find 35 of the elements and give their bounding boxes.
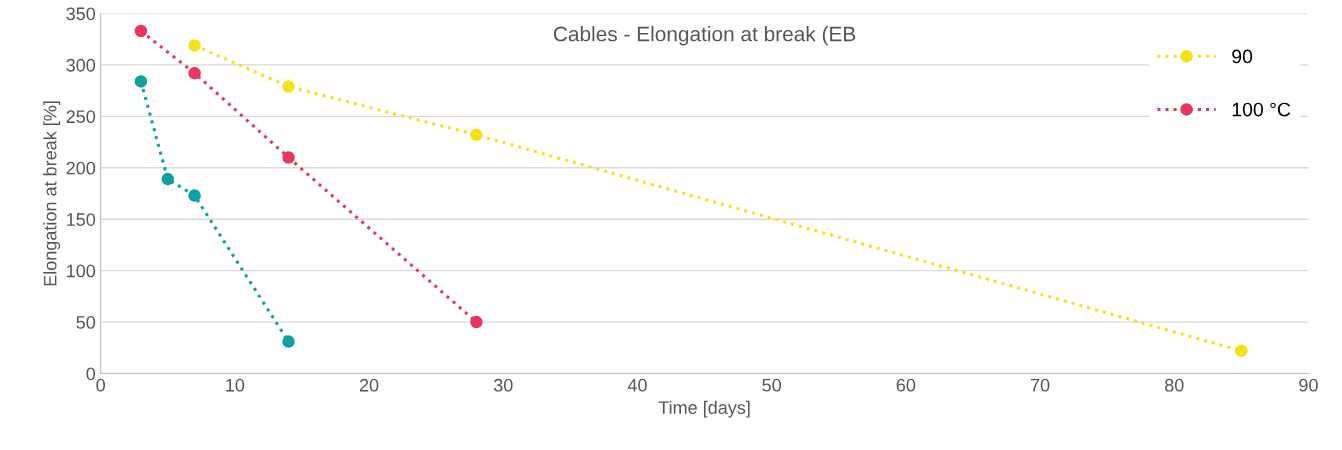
- point: [282, 151, 295, 164]
- point: [134, 24, 148, 38]
- y-tick-label: 50: [76, 316, 96, 329]
- point: [134, 75, 148, 88]
- legend-label: 90: [1232, 49, 1253, 64]
- y-tick-label: 250: [66, 110, 96, 124]
- legend-label: 100 °C: [1232, 102, 1291, 117]
- y-tick-label: 350: [66, 7, 96, 21]
- point: [470, 128, 483, 142]
- point: [1235, 344, 1248, 358]
- text: Cables - Elongation at break (EB: [553, 26, 856, 46]
- x-axis-title: Time [days]: [658, 400, 750, 418]
- point: [282, 80, 295, 93]
- y-tick-label: 200: [66, 161, 96, 175]
- point: [188, 189, 201, 202]
- x-tick-label: 10: [226, 378, 245, 392]
- x-tick-label: 30: [493, 378, 513, 392]
- x-tick-label: 40: [627, 378, 647, 392]
- x-tick-label: 90: [1299, 378, 1318, 392]
- point: [161, 172, 175, 186]
- point: [282, 335, 295, 348]
- x-tick-label: 60: [896, 378, 916, 392]
- x-tick-label: 50: [762, 378, 781, 392]
- point: [188, 39, 201, 52]
- y-tick-label: 100: [67, 264, 96, 278]
- x-tick-label: 70: [1030, 378, 1050, 392]
- y-axis-title: Elongation at break [%]: [43, 101, 61, 286]
- y-tick-label: 0: [86, 367, 96, 381]
- point: [188, 66, 201, 80]
- x-tick-label: 0: [96, 378, 105, 392]
- x-tick-label: 20: [359, 378, 379, 392]
- y-tick-label: 300: [66, 58, 96, 72]
- x-tick-label: 80: [1164, 378, 1184, 392]
- y-tick-label: 150: [67, 213, 96, 226]
- point: [470, 315, 483, 329]
